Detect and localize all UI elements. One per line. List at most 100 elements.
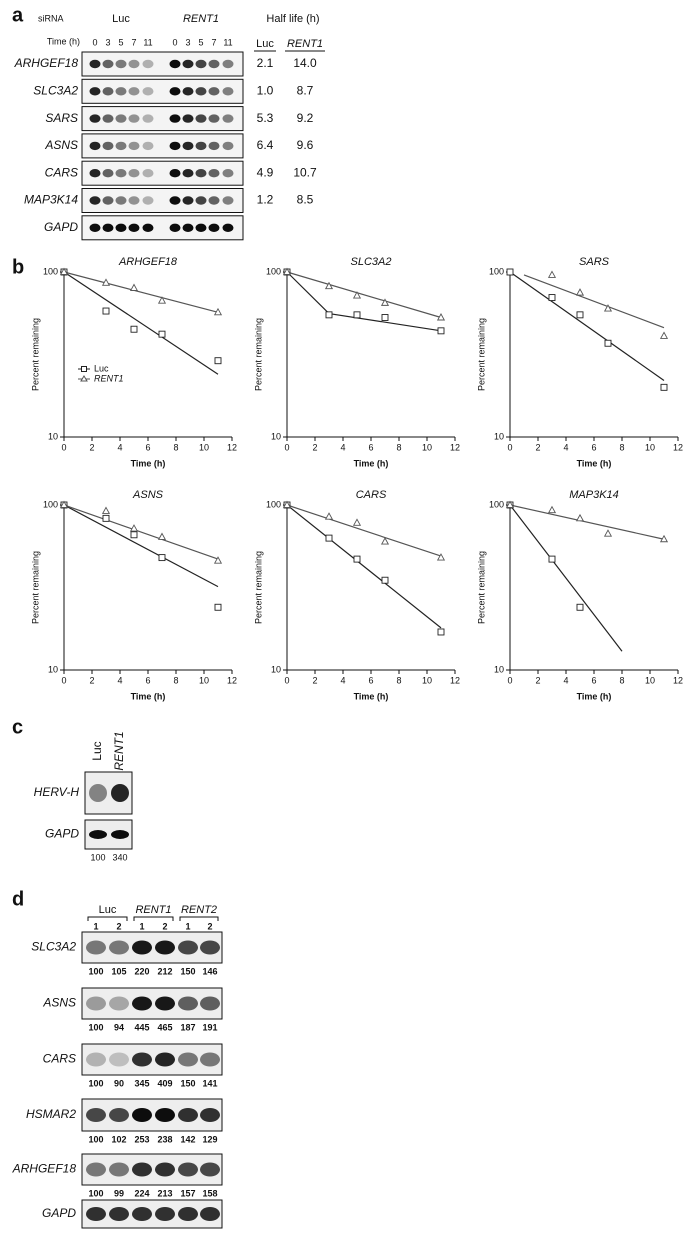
- x-axis-label: Time (h): [131, 691, 166, 701]
- band: [222, 59, 234, 69]
- marker: [324, 512, 334, 520]
- quantification: 220: [134, 966, 149, 976]
- x-axis-label: Time (h): [577, 458, 612, 468]
- gene-label: ARHGEF18: [12, 1162, 77, 1176]
- y-axis-label: Percent remaining: [253, 318, 263, 391]
- half-life-column: Luc: [256, 38, 274, 50]
- band: [109, 996, 129, 1011]
- band: [208, 141, 220, 151]
- band: [178, 1162, 198, 1177]
- x-tick-label: 12: [673, 675, 683, 685]
- y-tick-label: 100: [43, 499, 58, 509]
- fit-line: [509, 271, 665, 381]
- panel-label: a: [12, 4, 24, 26]
- chart-title: CARS: [356, 489, 387, 501]
- half-life-value: 14.0: [293, 56, 317, 70]
- quantification: 157: [180, 1188, 195, 1198]
- x-tick-label: 8: [173, 675, 178, 685]
- marker: [325, 534, 333, 542]
- band: [200, 1108, 220, 1122]
- gene-label: HSMAR2: [26, 1107, 76, 1121]
- marker: [353, 311, 361, 319]
- legend-label: RENT1: [94, 373, 124, 383]
- x-tick-label: 2: [535, 675, 540, 685]
- marker: [325, 311, 333, 319]
- quantification: 340: [112, 852, 127, 862]
- x-tick-label: 12: [450, 442, 460, 452]
- group-label: RENT2: [181, 904, 217, 916]
- half-life-value: 1.0: [257, 83, 274, 97]
- bracket: [87, 916, 128, 921]
- quantification: 191: [202, 1022, 217, 1032]
- band: [102, 87, 114, 96]
- band: [111, 784, 129, 802]
- x-axis-label: Time (h): [354, 691, 389, 701]
- band: [89, 141, 101, 151]
- band: [155, 1207, 175, 1221]
- time-tick: 7: [131, 37, 136, 47]
- marker: [659, 331, 669, 339]
- fit-line: [63, 504, 219, 560]
- fit-line: [286, 504, 442, 557]
- marker: [213, 307, 223, 316]
- gene-label: SLC3A2: [31, 940, 76, 954]
- chart-title: MAP3K14: [569, 489, 619, 501]
- marker: [548, 555, 556, 563]
- gene-label: SLC3A2: [33, 83, 78, 97]
- band: [222, 87, 234, 96]
- time-tick: 0: [172, 37, 177, 47]
- half-life-value: 8.7: [297, 83, 314, 97]
- y-tick-label: 10: [48, 431, 58, 441]
- gene-label: MAP3K14: [24, 193, 78, 207]
- panel-label: b: [12, 256, 24, 278]
- band: [169, 169, 181, 178]
- x-tick-label: 12: [227, 675, 237, 685]
- half-life-value: 4.9: [257, 165, 274, 179]
- half-life-value: 6.4: [257, 138, 274, 152]
- fit-line: [286, 504, 442, 629]
- bracket: [133, 916, 174, 921]
- band: [222, 169, 234, 178]
- band: [178, 1207, 198, 1221]
- band: [155, 940, 175, 955]
- lane-label: Luc: [90, 741, 104, 760]
- band: [115, 169, 127, 178]
- marker: [437, 327, 445, 335]
- marker: [604, 339, 612, 347]
- fit-line: [63, 504, 219, 588]
- marker: [575, 513, 585, 522]
- quantification: 90: [114, 1078, 124, 1088]
- x-tick-label: 2: [312, 442, 317, 452]
- quantification: 100: [88, 966, 103, 976]
- time-tick: 11: [143, 37, 152, 47]
- x-tick-label: 2: [89, 442, 94, 452]
- quantification: 100: [88, 1134, 103, 1144]
- x-tick-label: 4: [117, 675, 122, 685]
- quantification: 100: [90, 852, 105, 862]
- band: [182, 59, 194, 69]
- x-tick-label: 10: [422, 675, 432, 685]
- marker: [352, 291, 362, 299]
- marker: [157, 296, 167, 304]
- band: [195, 169, 207, 178]
- quantification: 465: [157, 1022, 172, 1032]
- marker: [157, 532, 167, 540]
- band: [155, 996, 175, 1011]
- band: [142, 87, 154, 96]
- sirna-label: siRNA: [38, 13, 64, 23]
- band: [102, 141, 114, 151]
- band: [200, 996, 220, 1011]
- band: [182, 87, 194, 96]
- fit-line: [63, 271, 219, 313]
- marker: [380, 298, 390, 306]
- marker: [381, 576, 389, 584]
- lane-label: 1: [139, 921, 144, 931]
- time-tick: 11: [223, 37, 232, 47]
- band: [222, 141, 234, 151]
- band: [102, 59, 114, 69]
- band: [222, 196, 234, 205]
- legend-label: Luc: [94, 363, 109, 373]
- half-life-value: 1.2: [257, 193, 274, 207]
- lane-label: RENT1: [112, 731, 126, 770]
- marker: [101, 506, 111, 514]
